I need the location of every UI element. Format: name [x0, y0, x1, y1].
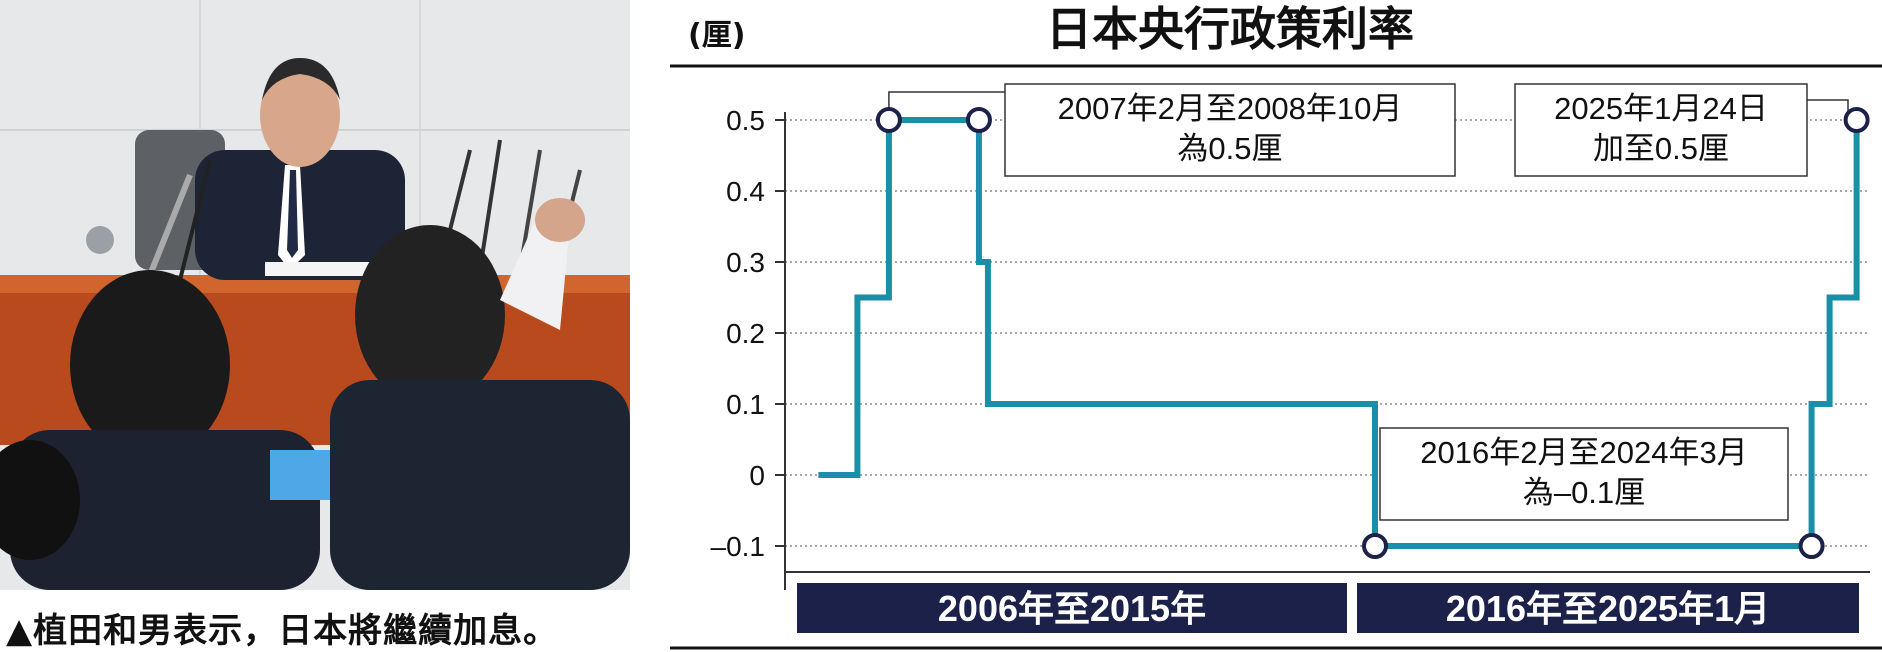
- axes: [784, 112, 1870, 590]
- callout-text: 2016年2月至2024年3月: [1420, 435, 1747, 470]
- callout-text: 2025年1月24日: [1554, 91, 1768, 126]
- y-tick-label: 0.5: [726, 105, 765, 136]
- unit-label: (厘): [688, 18, 745, 53]
- callout-text: 為0.5厘: [1177, 131, 1282, 166]
- period-bars: 2006年至2015年 2016年至2025年1月: [797, 583, 1859, 633]
- rate-markers: [875, 107, 1870, 559]
- callout-text: 加至0.5厘: [1593, 131, 1729, 166]
- period-bar: [797, 583, 1347, 633]
- callout-leader: [1807, 99, 1849, 112]
- rate-marker: [965, 107, 992, 133]
- period-label: 2006年至2015年: [938, 588, 1206, 629]
- callout-leader: [888, 91, 1005, 110]
- rate-marker: [1362, 533, 1389, 559]
- callout-box: [1379, 427, 1789, 521]
- photo-caption: ▲植田和男表示，日本將繼續加息。: [6, 611, 559, 651]
- rate-series: [818, 117, 1860, 549]
- rate-marker: [1843, 107, 1870, 133]
- press-conference-photo: [0, 0, 630, 590]
- rate-step-line: [818, 117, 1860, 549]
- period-bar: [1357, 583, 1859, 633]
- period-label: 2016年至2025年1月: [1446, 588, 1770, 629]
- chart-title: 日本央行政策利率: [1046, 2, 1414, 56]
- y-tick-label: 0.1: [726, 389, 765, 420]
- y-tick-label: 0.4: [726, 176, 765, 207]
- rate-marker: [875, 107, 902, 133]
- callout-text: 2007年2月至2008年10月: [1058, 91, 1403, 126]
- photo-panel: ▲植田和男表示，日本將繼續加息。: [0, 0, 630, 651]
- y-tick-label: 0.2: [726, 318, 765, 349]
- y-tick-label: –0.1: [711, 531, 766, 562]
- y-tick-label: 0.3: [726, 247, 765, 278]
- callout-text: 為–0.1厘: [1523, 475, 1645, 510]
- callout-box: [1004, 83, 1456, 177]
- callout-box: [1514, 83, 1808, 177]
- y-tick-label: 0: [749, 460, 765, 491]
- chart-panel: (厘) 日本央行政策利率 0.5 0.4 0.3 0.2 0.1 0 –0.1 2007年2…: [670, 0, 1882, 651]
- policy-rate-chart: (厘) 日本央行政策利率 0.5 0.4 0.3 0.2 0.1 0 –0.1 2007年2…: [670, 2, 1882, 650]
- y-tick-labels: 0.5 0.4 0.3 0.2 0.1 0 –0.1: [711, 105, 766, 562]
- rate-marker: [1798, 533, 1825, 559]
